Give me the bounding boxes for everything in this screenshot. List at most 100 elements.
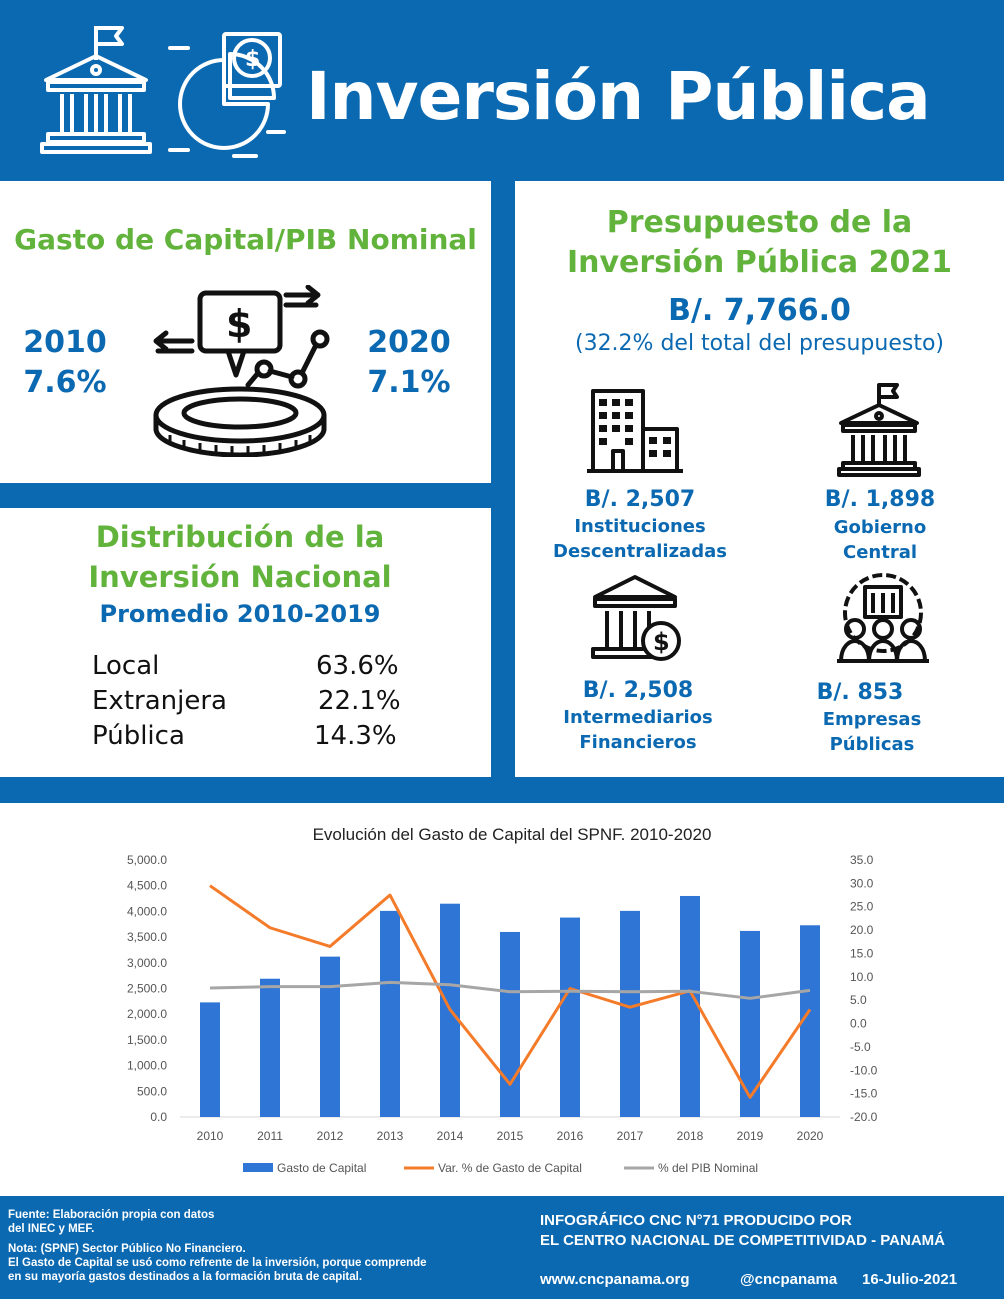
y-left-tick-label: 5,000.0 xyxy=(127,853,167,867)
right-value: 7.1% xyxy=(367,365,451,400)
bar-gasto-capital xyxy=(560,917,580,1117)
source-line: Fuente: Elaboración propia con datos xyxy=(8,1209,215,1221)
svg-text:$: $ xyxy=(226,302,252,346)
distribution-title-2: Inversión Nacional xyxy=(88,560,392,594)
source-note: Fuente: Elaboración propia con datos del… xyxy=(8,1208,427,1284)
bar-gasto-capital xyxy=(380,910,400,1117)
publication-date: 16-Julio-2021 xyxy=(862,1271,958,1288)
bar-gasto-capital xyxy=(320,956,340,1117)
left-value: 7.6% xyxy=(23,365,107,400)
budget-item-label: Públicas xyxy=(829,734,915,755)
note-line: El Gasto de Capital se usó como refrente… xyxy=(8,1257,427,1269)
bar-gasto-capital xyxy=(500,931,520,1117)
social-handle[interactable]: @cncpanama xyxy=(740,1271,838,1288)
y-left-tick-label: 2,500.0 xyxy=(127,982,167,996)
y-right-tick-label: -20.0 xyxy=(850,1110,878,1124)
y-right-tick-label: 30.0 xyxy=(850,876,874,890)
y-right-tick-label: 5.0 xyxy=(850,993,867,1007)
website-link[interactable]: www.cncpanama.org xyxy=(540,1271,690,1288)
header: $ Inversión Pública xyxy=(0,0,1004,180)
left-year: 2010 xyxy=(23,325,107,360)
distribution-label-local: Local xyxy=(92,651,160,681)
x-tick-label: 2016 xyxy=(557,1129,584,1143)
x-tick-label: 2014 xyxy=(437,1129,464,1143)
distribution-value-publica: 14.3% xyxy=(314,721,397,751)
bar-gasto-capital xyxy=(800,925,820,1117)
budget-title-2: Inversión Pública 2021 xyxy=(566,245,953,280)
budget-item-value: B/. 853 xyxy=(816,680,904,705)
y-left-tick-label: 2,000.0 xyxy=(127,1007,167,1021)
coin-investment-icon: $ xyxy=(153,285,330,457)
legend-pib-nominal-label: % del PIB Nominal xyxy=(658,1161,758,1175)
y-left-tick-label: 1,500.0 xyxy=(127,1033,167,1047)
budget-item-label: Instituciones xyxy=(574,516,706,537)
x-tick-label: 2020 xyxy=(797,1129,824,1143)
credit-line: EL CENTRO NACIONAL DE COMPETITIVIDAD - P… xyxy=(540,1232,946,1249)
y-left-tick-label: 4,000.0 xyxy=(127,904,167,918)
budget-item-label: Empresas xyxy=(822,709,922,730)
budget-item-value: B/. 1,898 xyxy=(824,487,936,512)
public-companies-icon xyxy=(837,573,929,663)
budget-item-label: Intermediarios xyxy=(563,707,713,728)
budget-panel: Presupuesto de la Inversión Pública 2021… xyxy=(515,181,1004,777)
bar-gasto-capital xyxy=(620,910,640,1117)
pie-chart-money-icon: $ xyxy=(168,32,286,158)
chart-panel: Evolución del Gasto de Capital del SPNF.… xyxy=(0,803,1004,1196)
y-left-tick-label: 3,000.0 xyxy=(127,956,167,970)
budget-item-value: B/. 2,507 xyxy=(584,487,696,512)
budget-item-label: Central xyxy=(842,542,918,563)
y-right-tick-label: 25.0 xyxy=(850,900,874,914)
y-right-tick-label: 20.0 xyxy=(850,923,874,937)
y-right-tick-label: 0.0 xyxy=(850,1017,867,1031)
x-tick-label: 2012 xyxy=(317,1129,344,1143)
bank-dollar-icon: $ xyxy=(591,575,681,661)
chart-title: Evolución del Gasto de Capital del SPNF.… xyxy=(313,825,712,844)
y-left-tick-label: 4,500.0 xyxy=(127,879,167,893)
capital-expenditure-chart: Evolución del Gasto de Capital del SPNF.… xyxy=(127,825,878,1175)
y-left-tick-label: 3,500.0 xyxy=(127,930,167,944)
distribution-panel: Distribución de la Inversión Nacional Pr… xyxy=(0,508,491,777)
distribution-label-extranjera: Extranjera xyxy=(92,686,227,716)
budget-item-label: Financieros xyxy=(579,732,697,753)
credit-line: INFOGRÁFICO CNC N°71 PRODUCIDO POR xyxy=(540,1212,852,1229)
note-line: en su mayoría gastos destinados a la for… xyxy=(8,1271,363,1283)
distribution-label-publica: Pública xyxy=(92,721,185,751)
x-tick-label: 2010 xyxy=(197,1129,224,1143)
capital-pib-title: Gasto de Capital/PIB Nominal xyxy=(14,223,477,256)
distribution-subtitle: Promedio 2010-2019 xyxy=(99,600,381,628)
note-line: Nota: (SPNF) Sector Público No Financier… xyxy=(8,1243,246,1255)
x-tick-label: 2019 xyxy=(737,1129,764,1143)
bar-gasto-capital xyxy=(740,930,760,1117)
y-right-tick-label: -10.0 xyxy=(850,1063,878,1077)
budget-title-1: Presupuesto de la xyxy=(606,205,913,240)
bar-gasto-capital xyxy=(200,1002,220,1117)
x-tick-label: 2017 xyxy=(617,1129,644,1143)
y-right-tick-label: 10.0 xyxy=(850,970,874,984)
bar-gasto-capital xyxy=(680,895,700,1117)
distribution-value-local: 63.6% xyxy=(316,651,399,681)
budget-item-label: Gobierno xyxy=(833,517,927,538)
y-right-tick-label: 35.0 xyxy=(850,853,874,867)
page-title: Inversión Pública xyxy=(306,58,931,135)
distribution-value-extranjera: 22.1% xyxy=(318,686,401,716)
y-right-tick-label: 15.0 xyxy=(850,946,874,960)
y-right-tick-label: -15.0 xyxy=(850,1087,878,1101)
x-tick-label: 2015 xyxy=(497,1129,524,1143)
budget-total: B/. 7,766.0 xyxy=(668,293,851,328)
government-building-icon xyxy=(837,383,921,477)
distribution-title-1: Distribución de la xyxy=(95,520,385,554)
government-building-icon xyxy=(40,26,152,154)
budget-total-note: (32.2% del total del presupuesto) xyxy=(574,331,944,356)
y-left-tick-label: 500.0 xyxy=(137,1084,167,1098)
svg-text:$: $ xyxy=(245,47,260,72)
y-left-tick-label: 1,000.0 xyxy=(127,1059,167,1073)
y-left-tick-label: 0.0 xyxy=(150,1110,167,1124)
budget-item-label: Descentralizadas xyxy=(553,541,727,562)
legend-var-gasto-capital-label: Var. % de Gasto de Capital xyxy=(438,1161,582,1175)
legend-gasto-capital-label: Gasto de Capital xyxy=(277,1161,366,1175)
source-line: del INEC y MEF. xyxy=(8,1223,95,1235)
y-right-tick-label: -5.0 xyxy=(850,1040,871,1054)
svg-text:$: $ xyxy=(653,628,670,656)
bar-gasto-capital xyxy=(260,978,280,1117)
